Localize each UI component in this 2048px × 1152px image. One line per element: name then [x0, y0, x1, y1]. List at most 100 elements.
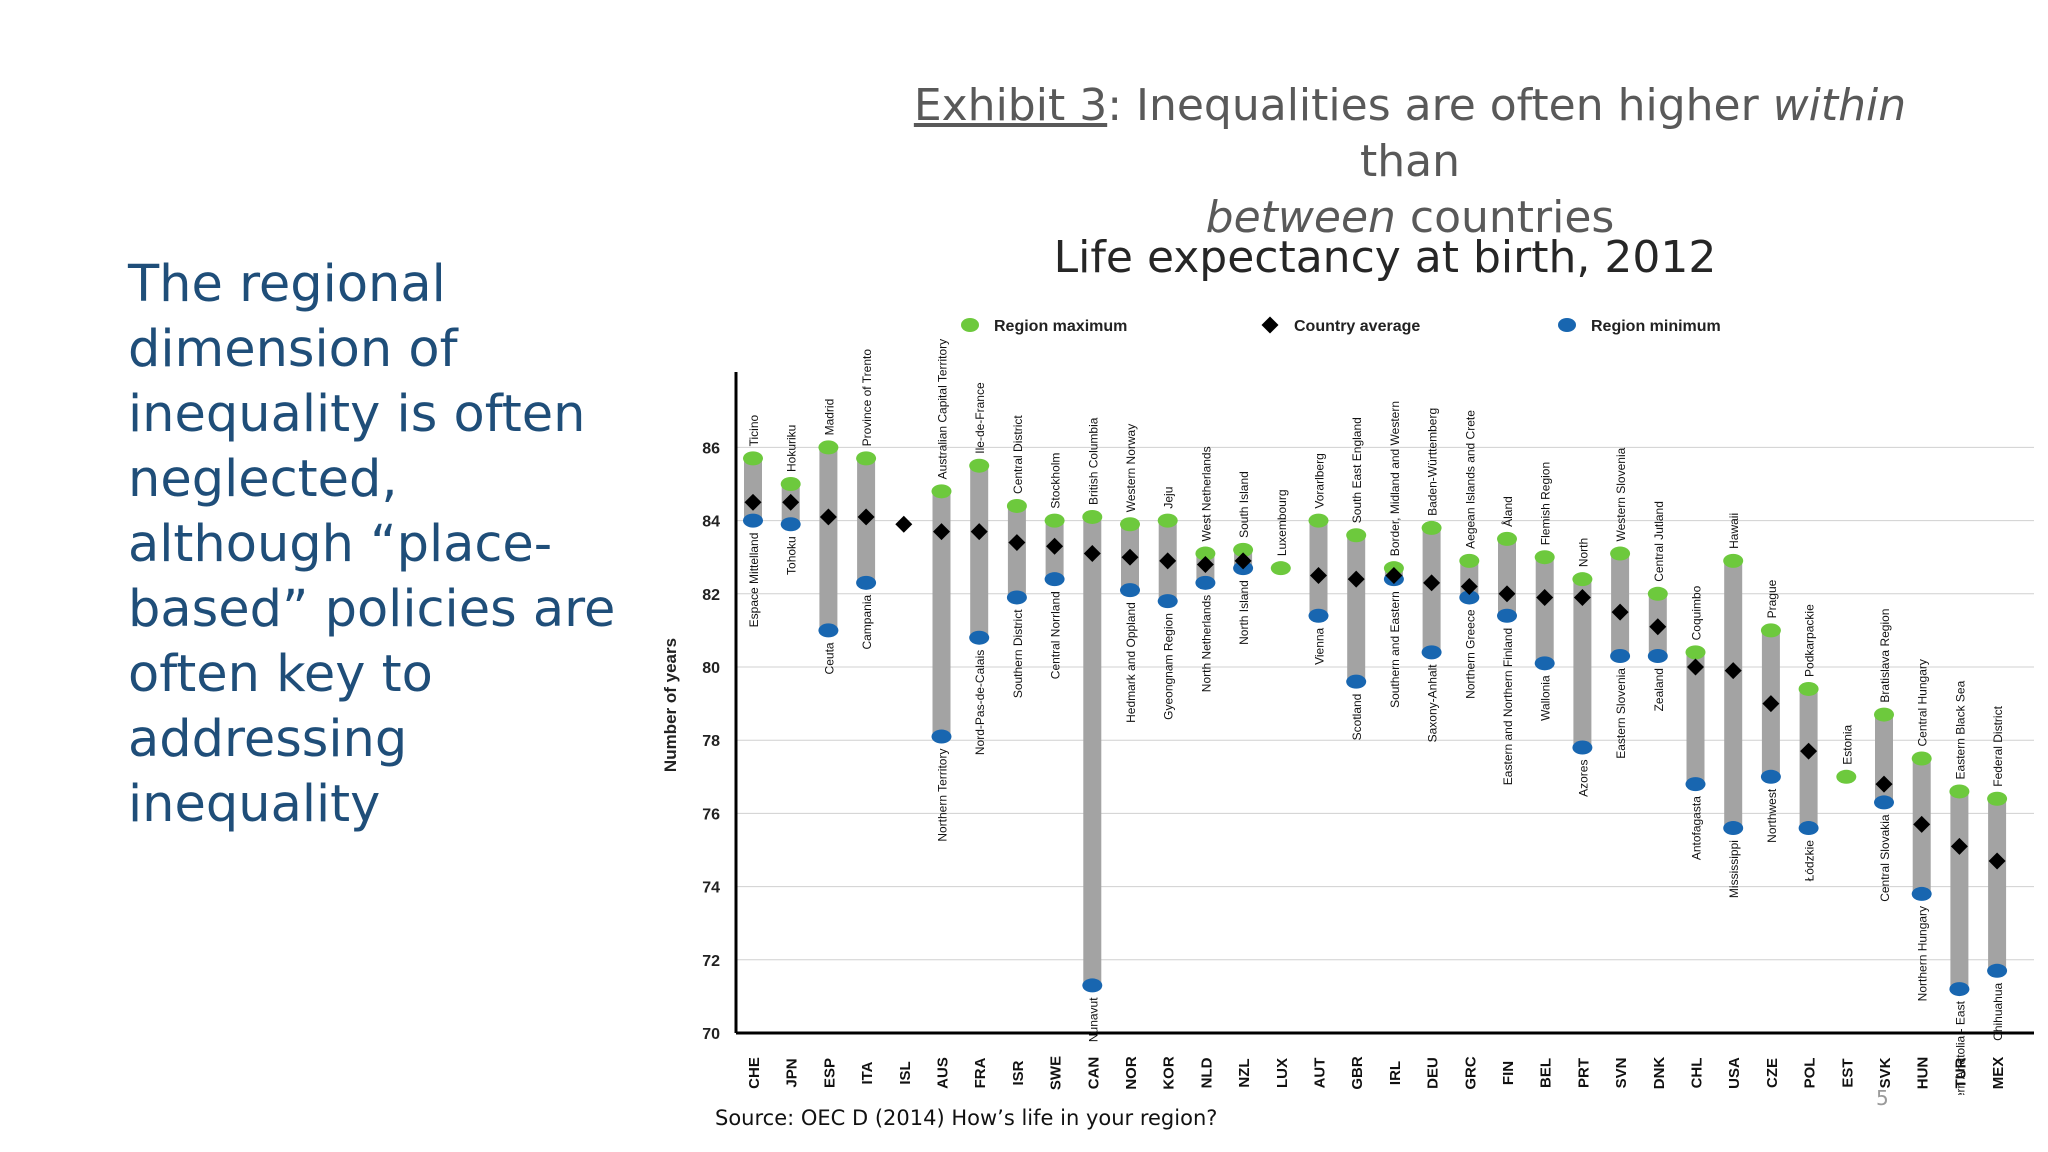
country-avg-point	[1875, 775, 1893, 793]
region-max-label: Eastern Black Sea	[1953, 680, 1967, 779]
region-min-label: Ceuta	[822, 642, 836, 674]
region-min-label: Southern District	[1011, 609, 1025, 698]
region-min-point	[1157, 594, 1178, 609]
range-bar	[744, 458, 762, 521]
region-min-label: Scotland	[1350, 694, 1364, 741]
region-max-label: Prague	[1765, 579, 1779, 618]
exhibit-text-countries: countries	[1395, 192, 1615, 243]
region-min-label: Central Slovakia	[1878, 814, 1892, 902]
region-max-point	[1723, 553, 1744, 568]
region-min-label: Łódzkie	[1803, 840, 1817, 882]
country-avg-point	[1988, 852, 2006, 870]
region-min-label: Hedmark and Oppland	[1124, 602, 1138, 723]
region-max-point	[1987, 791, 2008, 806]
region-min-point	[1610, 649, 1631, 664]
region-min-point	[1120, 583, 1140, 598]
region-max-label: Western Slovenia	[1614, 447, 1628, 541]
region-min-label: Mississippi	[1727, 840, 1741, 898]
country-code-label: HUN	[1915, 1057, 1932, 1090]
region-max-point	[1798, 681, 1819, 696]
range-bar	[932, 491, 951, 737]
country-code-label: IRL	[1387, 1061, 1404, 1085]
region-min-label: Tohoku	[785, 536, 799, 575]
exhibit-heading: Exhibit 3: Inequalities are often higher…	[860, 78, 1960, 246]
region-max-point	[931, 484, 952, 499]
region-max-label: Western Norway	[1124, 424, 1138, 512]
region-max-label: South Island	[1237, 471, 1251, 538]
life-expectancy-chart: Region maximum Country average Region mini…	[661, 316, 2034, 1095]
country-code-label: GBR	[1349, 1056, 1366, 1090]
region-min-label: Nunavut	[1086, 997, 1100, 1042]
country-avg-point	[1008, 534, 1026, 552]
country-code-label: CHL	[1689, 1058, 1706, 1089]
exhibit-italic-within: within	[1772, 80, 1907, 131]
region-min-point	[931, 729, 952, 744]
region-max-label: Hawaii	[1727, 513, 1741, 549]
country-code-label: CHE	[746, 1057, 763, 1089]
region-min-label: Northern Hungary	[1916, 906, 1930, 1001]
region-min-point	[1647, 649, 1668, 664]
region-min-label: Northern Greece	[1463, 609, 1477, 699]
range-bar	[1724, 560, 1743, 829]
region-max-label: Vorarlberg	[1313, 453, 1327, 508]
range-bar	[819, 447, 838, 631]
range-bar	[1498, 538, 1516, 616]
y-tick-label: 72	[702, 953, 720, 970]
range-bar	[1535, 557, 1554, 664]
region-min-point	[1459, 590, 1480, 605]
region-max-point	[743, 451, 763, 466]
region-max-label: Central Jutland	[1652, 501, 1666, 582]
country-avg-point	[1687, 658, 1704, 676]
legend-avg-marker	[1261, 316, 1279, 334]
region-max-label: Baden-Württemberg	[1426, 408, 1440, 516]
region-min-label: Nord-Pas-de-Calais	[973, 650, 987, 755]
country-avg-point	[1121, 548, 1139, 566]
country-code-label: NZL	[1236, 1058, 1253, 1087]
region-max-point	[1308, 513, 1329, 528]
country-code-label: EST	[1839, 1058, 1856, 1087]
country-avg-point	[1913, 815, 1931, 833]
regional-dimension-text: The regional dimension of inequality is …	[128, 255, 616, 834]
region-max-point	[1421, 520, 1442, 535]
region-max-label: Hokuriku	[785, 425, 799, 472]
country-code-label: DNK	[1651, 1057, 1668, 1090]
region-min-label: Zealand	[1652, 668, 1666, 711]
region-min-point	[1534, 656, 1555, 671]
source-note: Source: OEC D (2014) How’s life in your …	[715, 1106, 1218, 1130]
country-code-label: FRA	[972, 1057, 989, 1088]
region-max-point	[1497, 531, 1517, 546]
exhibit-text-than: than	[1360, 136, 1460, 187]
region-max-point	[1572, 572, 1593, 587]
exhibit-italic-between: between	[1205, 192, 1396, 243]
region-max-label: Jeju	[1162, 487, 1176, 509]
country-avg-point	[819, 508, 837, 526]
region-min-point	[1497, 608, 1517, 623]
region-max-point	[1647, 586, 1668, 601]
country-avg-point	[857, 508, 875, 526]
region-min-label: North Netherlands	[1199, 595, 1213, 692]
country-avg-point	[1310, 567, 1327, 584]
country-code-label: AUT	[1312, 1058, 1329, 1089]
country-code-label: ISL	[897, 1061, 914, 1084]
country-avg-point	[895, 515, 913, 533]
region-min-label: Eastern and Northern Finland	[1501, 628, 1515, 785]
country-avg-point	[1046, 537, 1064, 555]
country-code-label: AUS	[935, 1057, 952, 1089]
country-code-label: BEL	[1538, 1058, 1555, 1088]
country-avg-point	[1950, 837, 1968, 855]
region-min-label: Vienna	[1313, 627, 1327, 664]
region-max-point	[1836, 769, 1857, 784]
region-max-point	[1685, 645, 1706, 660]
region-min-point	[856, 575, 877, 590]
country-code-label: JPN	[784, 1058, 801, 1087]
range-bar	[1573, 579, 1592, 748]
region-min-label: Chihuahua	[1991, 982, 2005, 1040]
country-code-label: SVN	[1613, 1058, 1630, 1089]
country-code-label: CZE	[1764, 1058, 1781, 1088]
region-max-point	[1534, 550, 1555, 565]
region-max-point	[1233, 542, 1254, 557]
country-avg-point	[970, 523, 988, 541]
region-max-label: Flemish Region	[1539, 462, 1553, 545]
region-max-label: Madrid	[822, 399, 836, 436]
region-min-point	[1006, 590, 1027, 605]
